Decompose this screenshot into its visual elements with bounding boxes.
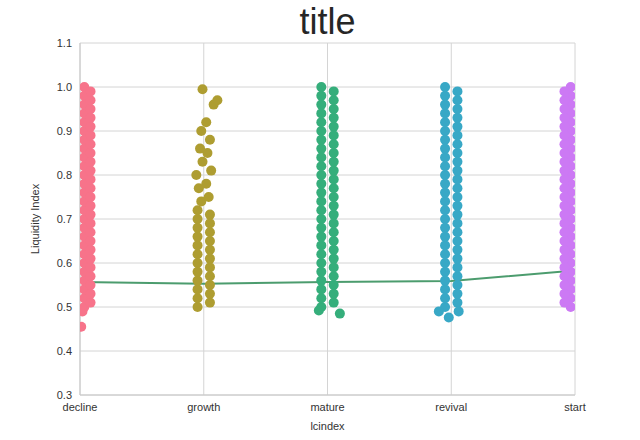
svg-text:revival: revival [435,401,467,413]
svg-text:lcindex: lcindex [310,420,345,432]
svg-text:0.7: 0.7 [57,213,72,225]
svg-text:Liquidity Index: Liquidity Index [29,183,41,254]
svg-text:start: start [564,401,585,413]
svg-text:decline: decline [63,401,98,413]
svg-text:0.9: 0.9 [57,125,72,137]
svg-text:1.1: 1.1 [57,37,72,49]
svg-text:0.4: 0.4 [57,345,72,357]
svg-text:0.6: 0.6 [57,257,72,269]
svg-text:0.5: 0.5 [57,301,72,313]
html-text:title: title [299,1,356,42]
svg-text:0.8: 0.8 [57,169,72,181]
svg-text:mature: mature [310,401,344,413]
svg-text:growth: growth [187,401,220,413]
svg-text:1.0: 1.0 [57,81,72,93]
svg-text:0.3: 0.3 [57,389,72,401]
